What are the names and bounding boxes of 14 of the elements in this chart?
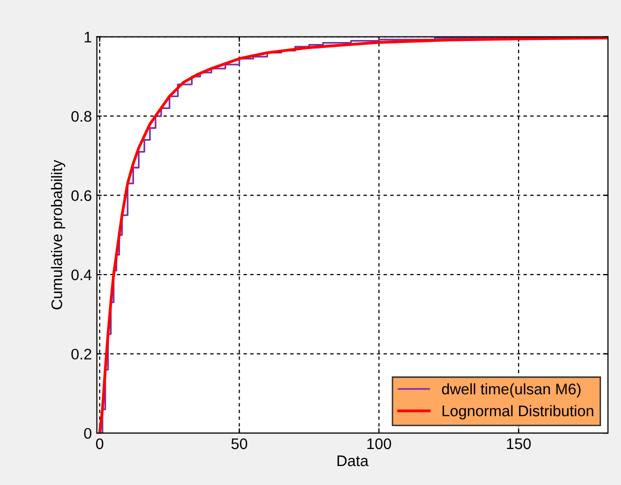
legend-label: Lognormal Distribution (442, 405, 594, 420)
y-tick-label: 0.4 (71, 269, 92, 280)
y-axis-title: Cumulative probability (50, 160, 66, 310)
y-tick-label: 0.2 (71, 348, 92, 360)
x-tick-label: 100 (367, 438, 392, 450)
x-tick-label: 0 (96, 438, 104, 450)
x-tick-label: 150 (507, 438, 531, 450)
x-tick-label: 50 (231, 438, 248, 450)
x-axis-title: Data (338, 456, 369, 466)
y-tick-label: 0.6 (71, 190, 92, 202)
y-tick-label: 0 (84, 428, 92, 439)
y-tick-label: 0.8 (71, 110, 92, 122)
legend-label: dwell time(ulsan M6) (442, 383, 581, 398)
y-tick-label: 1 (84, 32, 92, 42)
